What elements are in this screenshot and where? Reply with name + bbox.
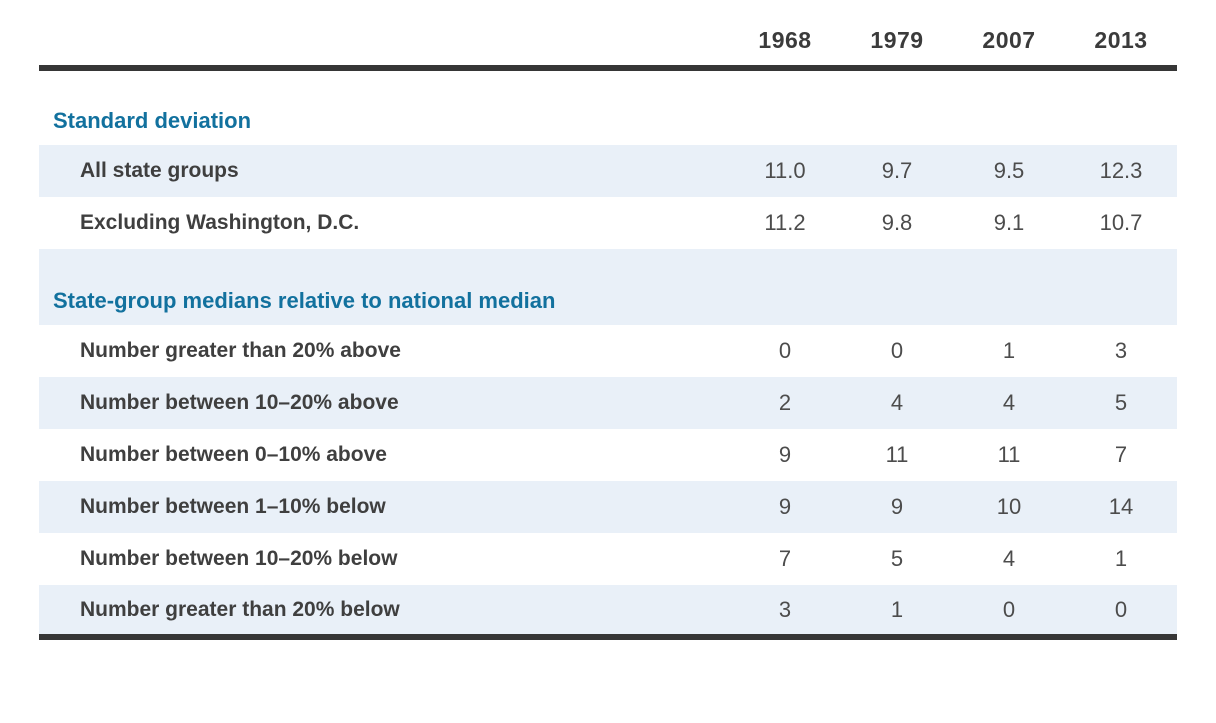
cell-value: 7 bbox=[1114, 442, 1128, 467]
cell-value: 2 bbox=[778, 390, 792, 415]
column-header-1968: 1968 bbox=[758, 27, 812, 53]
cell-value: 11.0 bbox=[764, 158, 806, 183]
cell-value: 11.2 bbox=[764, 210, 806, 235]
table-row: Number between 10–20% above 2 4 4 5 bbox=[39, 377, 1177, 429]
cell-value: 3 bbox=[778, 596, 792, 622]
column-header-2013: 2013 bbox=[1094, 27, 1148, 53]
cell-value: 9 bbox=[778, 494, 792, 519]
row-label: Number between 10–20% above bbox=[80, 391, 399, 414]
cell-value: 4 bbox=[1002, 546, 1016, 571]
cell-value: 9.5 bbox=[993, 158, 1025, 183]
cell-value: 5 bbox=[890, 546, 904, 571]
row-label: Number between 10–20% below bbox=[80, 547, 398, 570]
cell-value: 14 bbox=[1108, 494, 1134, 519]
cell-value: 10.7 bbox=[1099, 210, 1143, 235]
cell-value: 9.1 bbox=[993, 210, 1025, 235]
column-header-row: 1968 1979 2007 2013 bbox=[39, 0, 1177, 68]
row-label: Number between 0–10% above bbox=[80, 443, 387, 466]
section-header-state-group-medians: State-group medians relative to national… bbox=[39, 249, 1177, 325]
section-header-standard-deviation: Standard deviation bbox=[39, 68, 1177, 145]
cell-value: 1 bbox=[1002, 338, 1016, 363]
column-header-empty bbox=[39, 0, 729, 68]
row-label: Number greater than 20% above bbox=[80, 339, 401, 362]
column-header-2007: 2007 bbox=[982, 27, 1036, 53]
cell-value: 9 bbox=[778, 442, 792, 467]
cell-value: 5 bbox=[1114, 390, 1128, 415]
section-title: State-group medians relative to national… bbox=[53, 288, 556, 313]
cell-value: 0 bbox=[778, 338, 792, 363]
cell-value: 4 bbox=[1002, 390, 1016, 415]
cell-value: 9 bbox=[890, 494, 904, 519]
summary-table: 1968 1979 2007 2013 Standard deviation A… bbox=[39, 0, 1177, 640]
cell-value: 11 bbox=[885, 442, 909, 467]
table-row: Number between 1–10% below 9 9 10 14 bbox=[39, 481, 1177, 533]
row-label: Excluding Washington, D.C. bbox=[80, 211, 360, 234]
section-title: Standard deviation bbox=[53, 108, 252, 133]
row-label: Number greater than 20% below bbox=[80, 597, 400, 621]
cell-value: 12.3 bbox=[1099, 158, 1143, 183]
table-row: Excluding Washington, D.C. 11.2 9.8 9.1 … bbox=[39, 197, 1177, 249]
cell-value: 7 bbox=[778, 546, 792, 571]
cell-value: 10 bbox=[996, 494, 1022, 519]
cell-value: 0 bbox=[890, 338, 904, 363]
cell-value: 1 bbox=[1114, 546, 1128, 571]
cell-value: 3 bbox=[1114, 338, 1128, 363]
row-label: All state groups bbox=[80, 159, 239, 182]
cell-value: 0 bbox=[1114, 596, 1128, 622]
cell-value: 1 bbox=[890, 596, 904, 622]
table-container: 1968 1979 2007 2013 Standard deviation A… bbox=[39, 0, 1177, 640]
row-label: Number between 1–10% below bbox=[80, 495, 386, 518]
table-row: Number greater than 20% above 0 0 1 3 bbox=[39, 325, 1177, 377]
table-row: Number between 0–10% above 9 11 11 7 bbox=[39, 429, 1177, 481]
table-row: All state groups 11.0 9.7 9.5 12.3 bbox=[39, 145, 1177, 197]
cell-value: 9.7 bbox=[881, 158, 913, 183]
cell-value: 9.8 bbox=[881, 210, 913, 235]
table-row: Number greater than 20% below 3 1 0 0 bbox=[39, 585, 1177, 637]
cell-value: 4 bbox=[890, 390, 904, 415]
cell-value: 0 bbox=[1002, 596, 1016, 622]
table-row: Number between 10–20% below 7 5 4 1 bbox=[39, 533, 1177, 585]
cell-value: 11 bbox=[997, 442, 1021, 467]
column-header-1979: 1979 bbox=[870, 27, 924, 53]
